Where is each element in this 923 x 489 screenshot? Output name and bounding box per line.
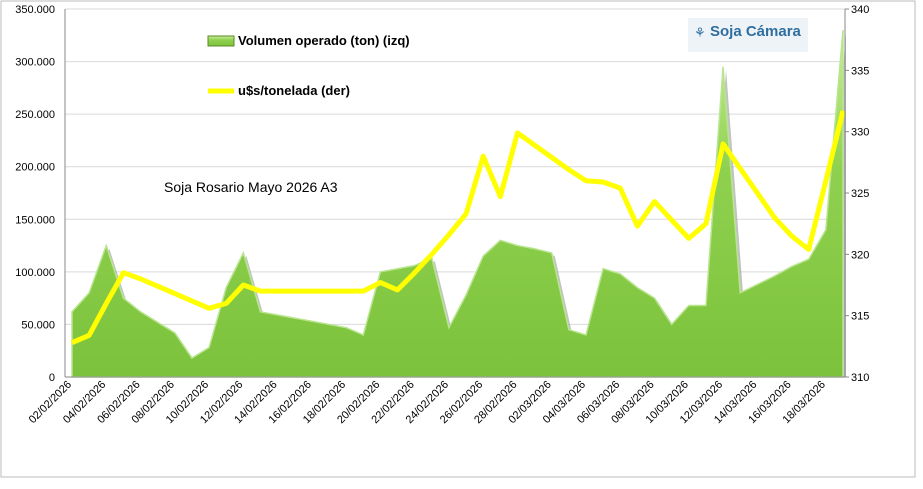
- y-tick-label: 200.000: [15, 162, 55, 174]
- y2-tick-label: 315: [851, 311, 869, 323]
- y2-tick-label: 310: [851, 372, 869, 384]
- y2-tick-label: 320: [851, 249, 869, 261]
- logo: Soja Cámara: [710, 23, 802, 40]
- legend-label: Volumen operado (ton) (izq): [238, 33, 410, 48]
- price-line: [71, 110, 846, 345]
- y-tick-label: 0: [49, 372, 55, 384]
- y2-tick-label: 330: [851, 127, 869, 139]
- annotation: Soja Rosario Mayo 2026 A3: [164, 179, 338, 195]
- volume-area: [71, 29, 844, 378]
- y2-tick-label: 340: [851, 4, 869, 16]
- y-tick-label: 300.000: [15, 57, 55, 69]
- legend-label: u$s/tonelada (der): [238, 83, 350, 98]
- y-tick-label: 100.000: [15, 267, 55, 279]
- y-tick-label: 350.000: [15, 4, 55, 16]
- frame: [0, 0, 916, 478]
- legend-swatch: [207, 35, 235, 47]
- y-tick-label: 150.000: [15, 214, 55, 226]
- logo-icon: ⚘: [694, 25, 706, 40]
- y2-tick-label: 335: [851, 65, 869, 77]
- y-tick-label: 50.000: [21, 319, 55, 331]
- y2-tick-label: 325: [851, 188, 869, 200]
- y-tick-label: 250.000: [15, 109, 55, 121]
- logo-box: [688, 18, 808, 52]
